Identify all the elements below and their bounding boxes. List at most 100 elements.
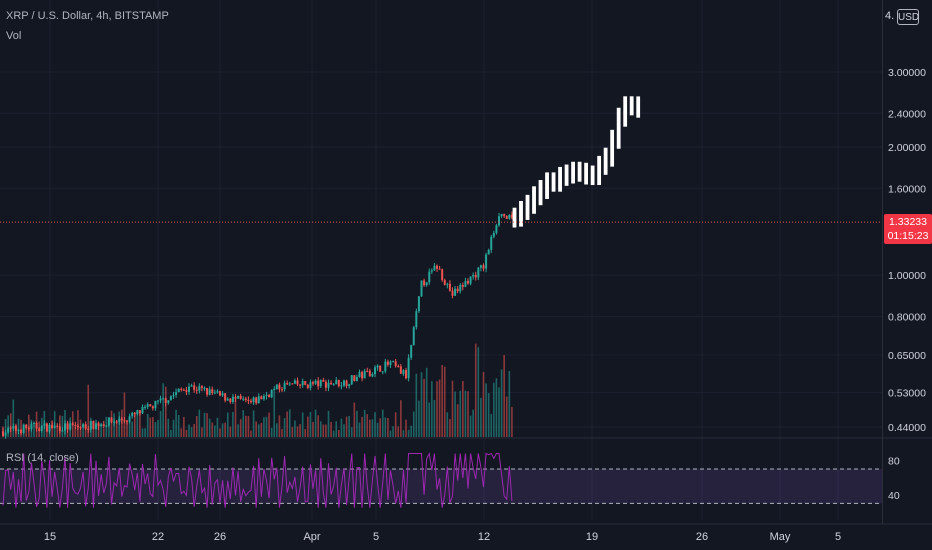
volume-bar xyxy=(436,381,438,437)
candle-body xyxy=(467,281,469,284)
volume-bar xyxy=(439,380,441,437)
symbol-title[interactable]: XRP / U.S. Dollar, 4h, BITSTAMP xyxy=(6,10,169,22)
last-price-badge: 1.33233 01:15:23 xyxy=(884,214,932,244)
volume-bar xyxy=(426,368,428,437)
volume-bar xyxy=(408,430,410,437)
candle-body xyxy=(340,385,342,386)
volume-bar xyxy=(250,431,252,437)
volume-bar xyxy=(284,418,286,437)
candle-body xyxy=(191,385,193,386)
projection-bar xyxy=(624,97,627,127)
volume-bar xyxy=(351,427,353,437)
projection-bar xyxy=(526,195,529,219)
grid-lines xyxy=(0,0,882,520)
candle-body xyxy=(431,270,433,271)
volume-bar xyxy=(217,418,219,437)
projection-bar xyxy=(578,162,581,181)
volume-bar xyxy=(152,417,154,437)
candle-body xyxy=(201,386,203,388)
countdown-timer: 01:15:23 xyxy=(884,229,932,243)
currency-button[interactable]: USD xyxy=(897,9,919,25)
volume-bar xyxy=(13,400,15,437)
candle-body xyxy=(366,371,368,372)
volume-bar xyxy=(219,428,221,437)
time-axis-label: 15 xyxy=(44,531,56,543)
volume-bar xyxy=(501,369,503,437)
candle-body xyxy=(198,386,200,390)
volume-bar xyxy=(31,420,33,437)
volume-bar xyxy=(106,417,108,437)
volume-bar xyxy=(209,419,211,437)
candle-body xyxy=(449,284,451,291)
volume-bar xyxy=(18,419,20,437)
candle-body xyxy=(457,289,459,292)
candle-body xyxy=(475,275,477,277)
rsi-label[interactable]: RSI (14, close) xyxy=(6,452,79,464)
candle-body xyxy=(297,381,299,385)
volume-bar xyxy=(310,412,312,437)
volume-label[interactable]: Vol xyxy=(6,30,21,42)
volume-bar xyxy=(168,419,170,437)
volume-bar xyxy=(390,431,392,437)
projection-bar xyxy=(545,173,548,199)
candle-body xyxy=(384,362,386,372)
candle-body xyxy=(154,401,156,408)
volume-bar xyxy=(462,381,464,437)
volume-bar xyxy=(183,417,185,437)
candle-body xyxy=(459,285,461,291)
projection-bar xyxy=(630,97,633,115)
candle-body xyxy=(441,269,443,280)
volume-bar xyxy=(273,389,275,437)
volume-bar xyxy=(286,411,288,437)
candle-body xyxy=(167,400,169,403)
volume-bar xyxy=(75,427,77,437)
candle-body xyxy=(304,381,306,385)
candle-body xyxy=(503,214,505,216)
volume-bar xyxy=(25,425,27,437)
volume-bar xyxy=(465,391,467,437)
candle-body xyxy=(312,382,314,383)
volume-bar xyxy=(317,415,319,437)
candle-body xyxy=(418,296,420,311)
candle-body xyxy=(284,383,286,389)
candle-body xyxy=(82,424,84,427)
candle-body xyxy=(247,400,249,401)
volume-bar xyxy=(173,420,175,437)
volume-bar xyxy=(87,385,89,437)
candle-body xyxy=(142,407,144,413)
volume-bar xyxy=(193,424,195,437)
candle-body xyxy=(237,396,239,399)
time-axis-label: 22 xyxy=(152,531,164,543)
volume-bar xyxy=(124,393,126,437)
volume-bar xyxy=(312,422,314,437)
candle-body xyxy=(322,380,324,382)
candle-body xyxy=(242,399,244,400)
candle-body xyxy=(490,237,492,250)
projection-bar xyxy=(617,108,620,148)
volume-bar xyxy=(434,400,436,437)
volume-bar xyxy=(359,423,361,437)
time-axis-label: May xyxy=(770,531,791,543)
volume-bar xyxy=(103,428,105,437)
candle-body xyxy=(46,423,48,431)
volume-bar xyxy=(51,420,53,437)
last-price-value: 1.33233 xyxy=(884,215,932,229)
volume-bar xyxy=(364,410,366,437)
candle-body xyxy=(219,391,221,395)
volume-bar xyxy=(7,415,9,437)
candle-body xyxy=(506,216,508,219)
volume-bar xyxy=(62,416,64,437)
candle-body xyxy=(302,381,304,385)
volume-bar xyxy=(54,411,56,437)
candle-body xyxy=(263,396,265,399)
projection-bar xyxy=(611,130,614,166)
volume-bar xyxy=(253,410,255,437)
volume-bar xyxy=(248,416,250,437)
volume-bar xyxy=(69,417,71,437)
volume-bar xyxy=(444,367,446,437)
volume-bar xyxy=(232,412,234,437)
candle-body xyxy=(421,281,423,297)
time-axis-label: Apr xyxy=(303,531,320,543)
volume-bar xyxy=(325,425,327,437)
